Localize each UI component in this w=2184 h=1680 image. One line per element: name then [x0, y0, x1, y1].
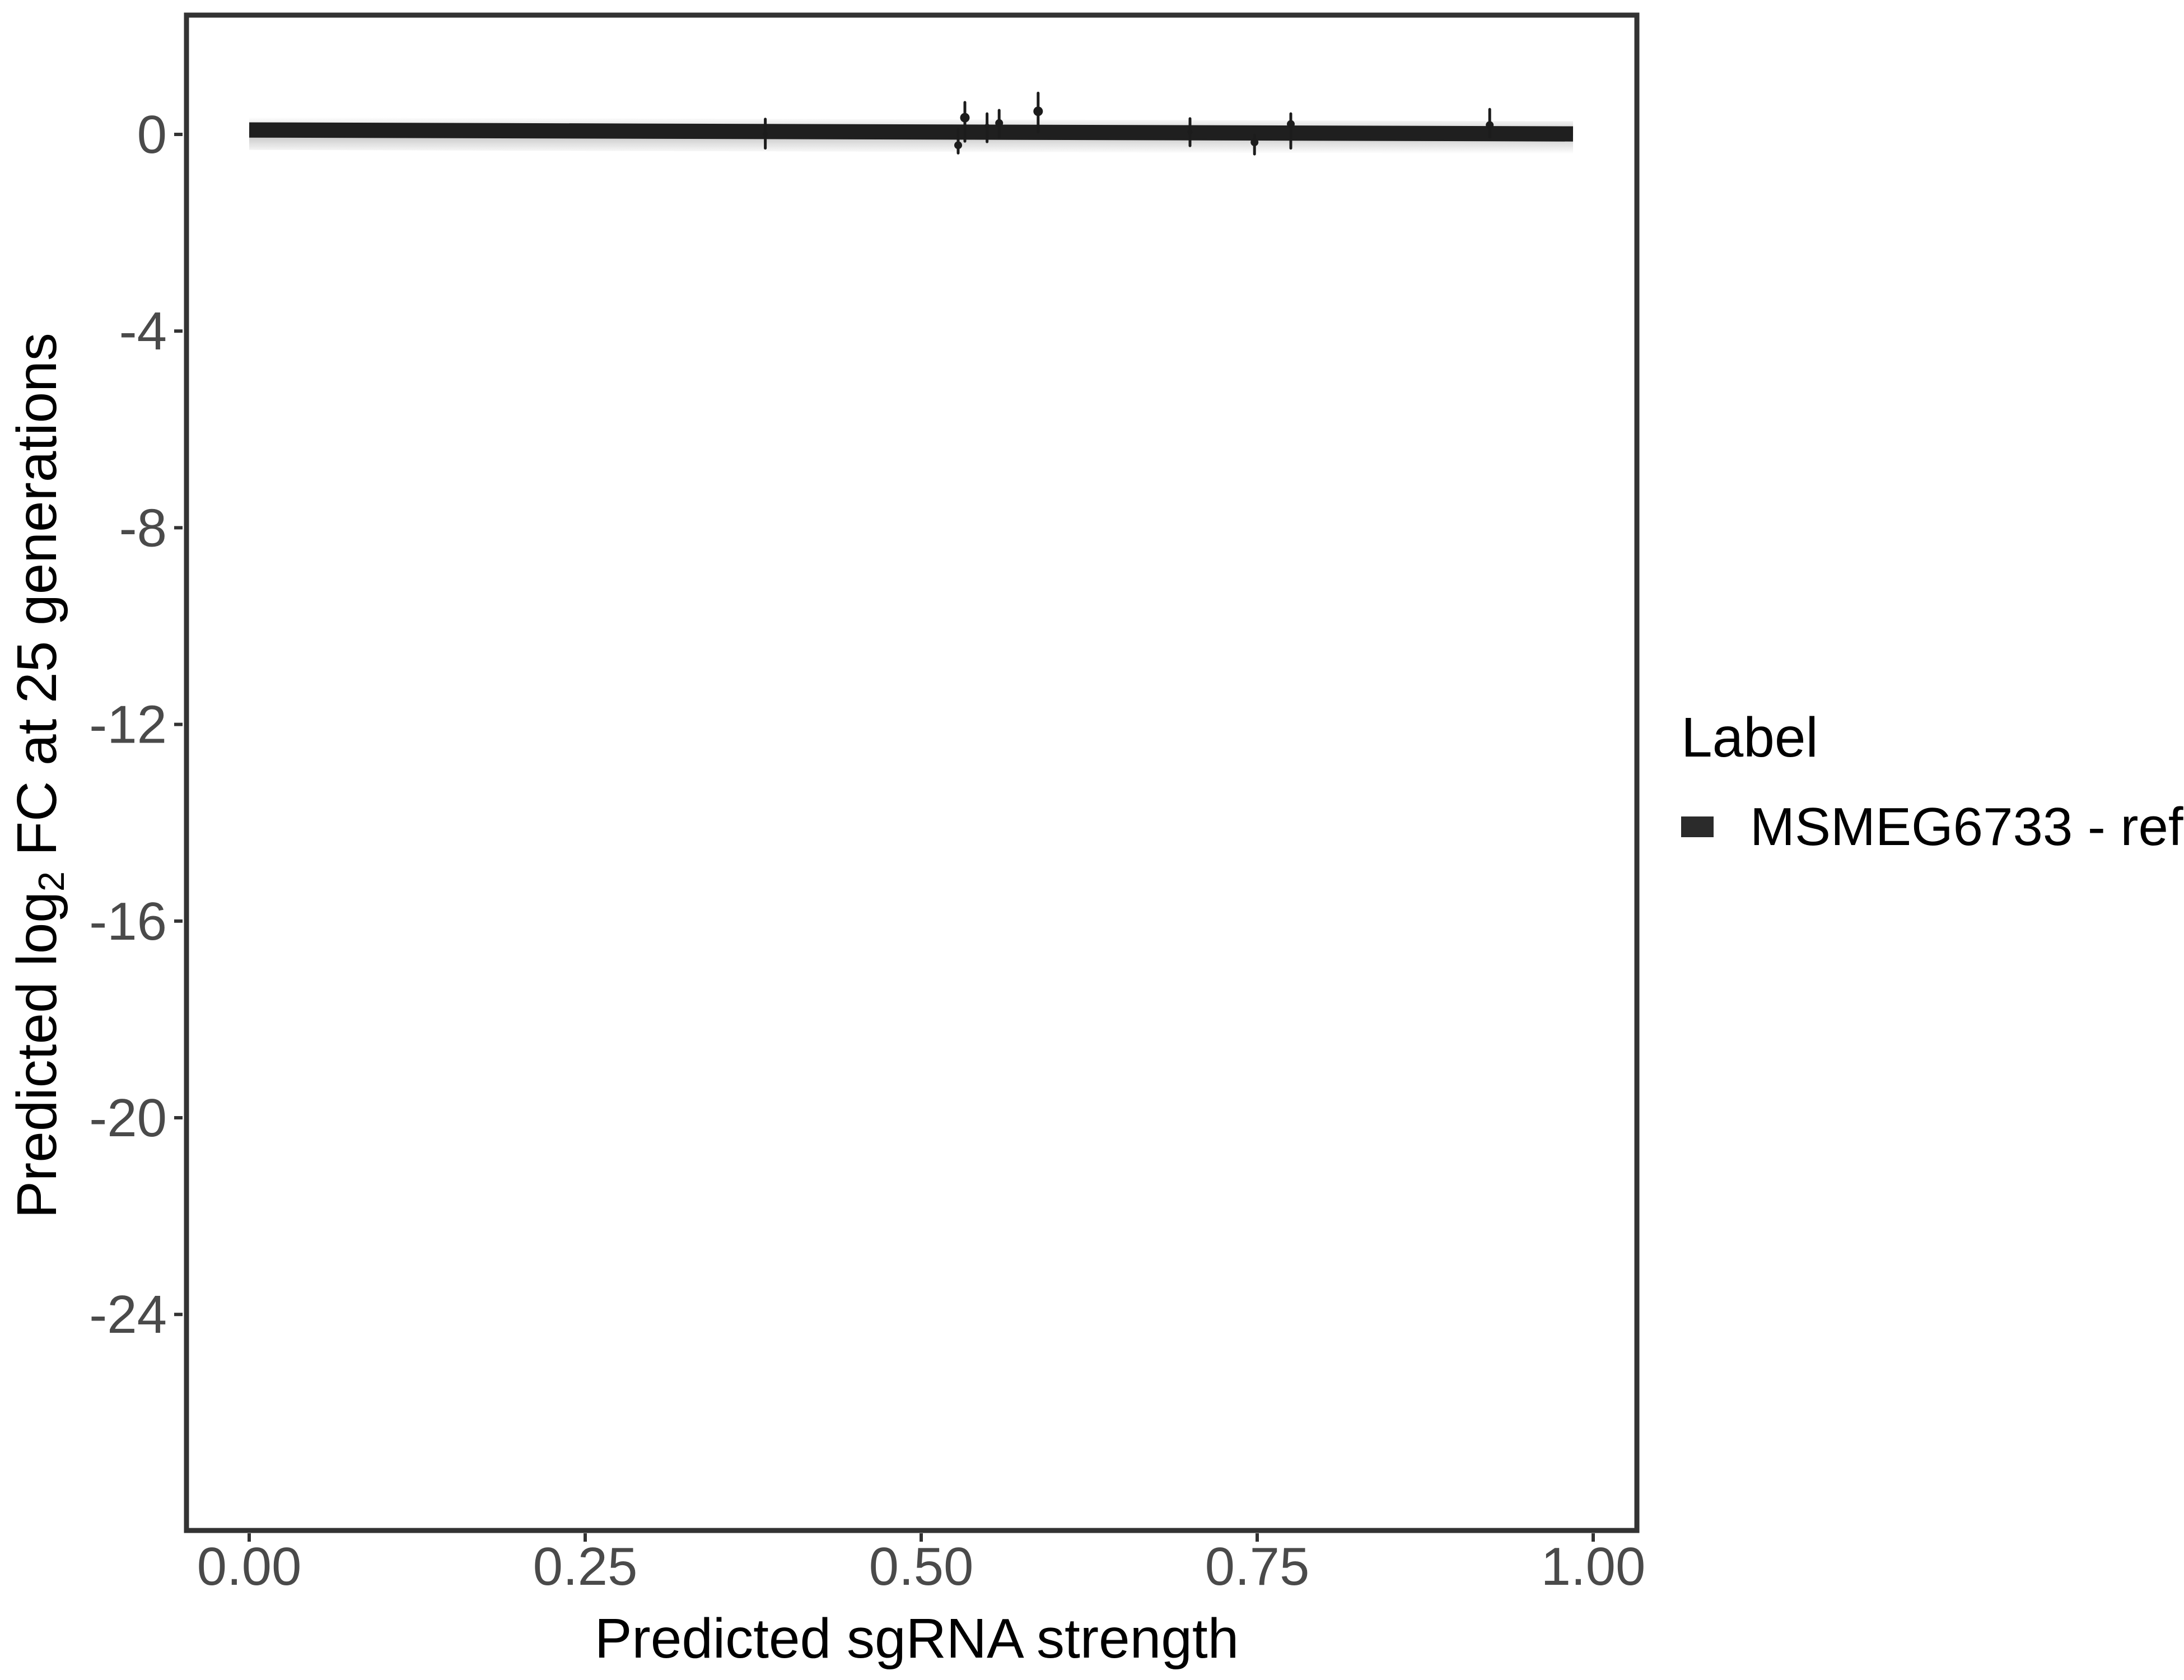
point-dot	[1287, 120, 1295, 128]
y-axis-title-pre: Predicted log	[6, 892, 68, 1219]
y-tick-label: 0	[137, 105, 167, 165]
point-dot	[1486, 121, 1494, 129]
legend-key-line	[1681, 816, 1714, 838]
x-axis-title: Predicted sgRNA strength	[594, 1607, 1239, 1670]
y-tick-label: -16	[89, 892, 167, 951]
x-tick-label: 1.00	[1541, 1537, 1646, 1597]
y-tick-label: -8	[119, 498, 167, 558]
y-tick-label: -12	[89, 695, 167, 755]
y-tick-label: -4	[119, 301, 167, 361]
point-dot	[1250, 138, 1259, 147]
point-dot	[763, 131, 768, 137]
legend: Label MSMEG6733 - ref	[1681, 707, 2183, 857]
point-dot	[960, 113, 970, 123]
x-tick-label: 0.00	[197, 1537, 302, 1597]
x-tick-label: 0.25	[533, 1537, 638, 1597]
y-tick-label: -24	[89, 1285, 167, 1345]
point-dot	[954, 141, 962, 150]
point-dot	[984, 123, 990, 129]
point-dot	[995, 119, 1004, 127]
legend-title: Label	[1681, 706, 1818, 769]
legend-entry-label: MSMEG6733 - ref	[1750, 797, 2183, 857]
y-axis-title-subscript: 2	[31, 871, 72, 892]
smooth-line	[249, 122, 1574, 142]
point-dot	[1187, 129, 1193, 135]
x-tick-label: 0.50	[869, 1537, 974, 1597]
confidence-ribbon-upper	[249, 117, 1573, 128]
legend-entry: MSMEG6733 - ref	[1681, 797, 2183, 857]
panel-border	[184, 12, 1640, 1533]
point-dot	[1033, 106, 1043, 116]
y-axis-title: Predicted log2 FC at 25 generations	[6, 333, 72, 1219]
confidence-ribbon-lower	[249, 136, 1573, 154]
y-axis-title-post: FC at 25 generations	[6, 333, 68, 871]
y-tick-label: -20	[89, 1088, 167, 1148]
x-tick-label: 0.75	[1205, 1537, 1310, 1597]
